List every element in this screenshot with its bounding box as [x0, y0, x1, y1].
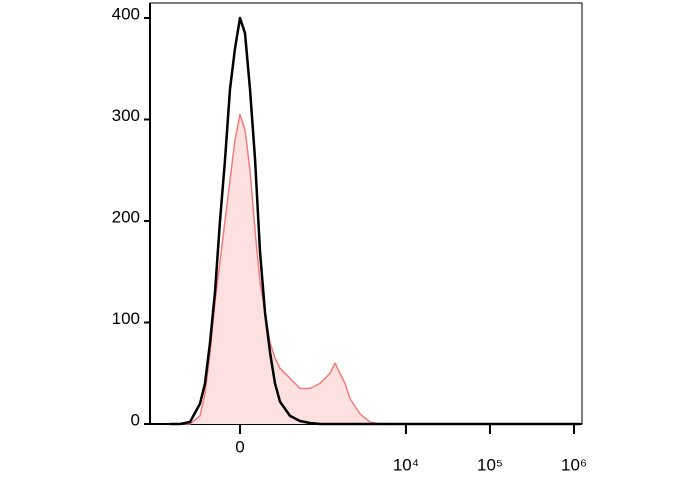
x-tick-label: 10⁴ [393, 455, 419, 474]
y-tick-label: 200 [112, 207, 140, 226]
x-tick-label: 10⁶ [561, 455, 587, 474]
y-tick-label: 300 [112, 106, 140, 125]
y-tick-label: 400 [112, 4, 140, 23]
y-tick-label: 0 [131, 410, 140, 429]
x-tick-label: 0 [235, 437, 244, 456]
histogram-curve [170, 16, 580, 426]
histogram-curve [170, 113, 580, 425]
x-tick-label: 10⁵ [477, 455, 503, 474]
y-tick-label: 100 [112, 309, 140, 328]
